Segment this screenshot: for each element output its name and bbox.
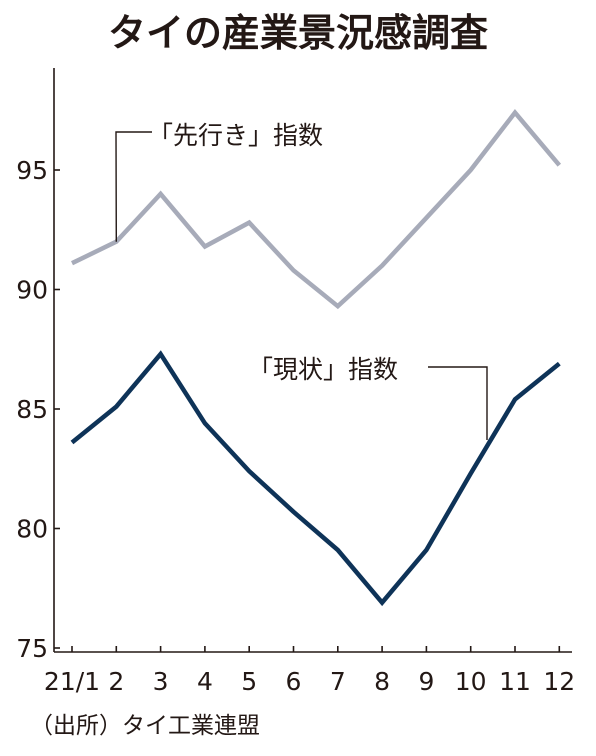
current-leader-line: [428, 366, 488, 440]
x-tick-label: 5: [241, 667, 257, 696]
x-tick-label: 6: [286, 667, 302, 696]
x-tick-label: 3: [153, 667, 169, 696]
series-lines: [70, 109, 562, 607]
x-tick-label: 8: [374, 667, 390, 696]
outlook-index-line: [71, 109, 562, 310]
outlook-leader-line: [115, 131, 152, 242]
x-tick-label: 7: [330, 667, 346, 696]
current-index-line: [70, 350, 561, 607]
series-labels: 「先行き」指数「現状」指数: [115, 121, 488, 440]
chart-title: タイの産業景況感調査: [108, 11, 488, 55]
current-series-label: 「現状」指数: [248, 355, 398, 384]
axes: 75 80 85 90 95 21/1 2 3 4 5 6 7 8 9 10 11 12: [16, 68, 575, 696]
x-tick-label: 11: [499, 667, 531, 696]
x-tick-label: 21/1: [44, 667, 100, 696]
y-tick-label: 90: [16, 276, 48, 305]
x-tick-label: 12: [543, 667, 575, 696]
source-note: （出所）タイ工業連盟: [30, 713, 260, 739]
x-tick-label: 2: [108, 667, 124, 696]
y-tick-label: 80: [16, 515, 48, 544]
x-tick-label: 10: [455, 667, 487, 696]
x-tick-label: 9: [418, 667, 434, 696]
x-tick-label: 4: [197, 667, 213, 696]
outlook-series-label: 「先行き」指数: [148, 121, 323, 150]
y-tick-label: 75: [16, 634, 48, 663]
y-tick-label: 95: [16, 156, 48, 185]
y-tick-label: 85: [16, 395, 48, 424]
